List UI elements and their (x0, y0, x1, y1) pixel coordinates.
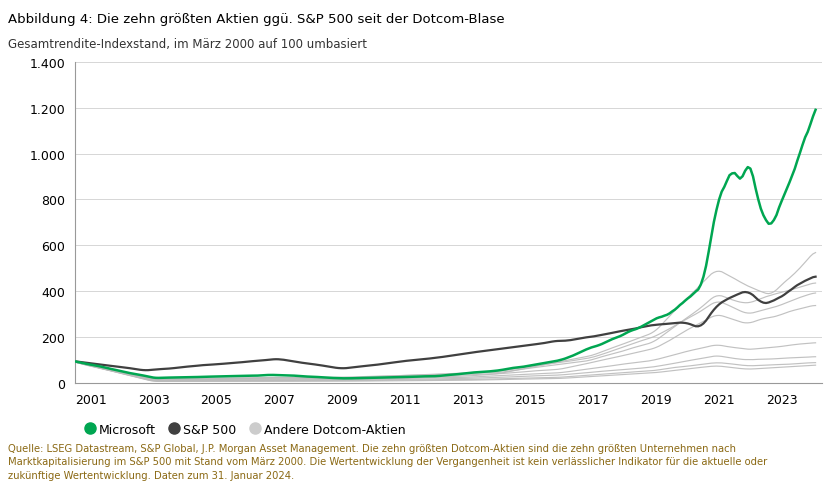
Text: Abbildung 4: Die zehn größten Aktien ggü. S&P 500 seit der Dotcom-Blase: Abbildung 4: Die zehn größten Aktien ggü… (8, 13, 505, 26)
Legend: Microsoft, S&P 500, Andere Dotcom-Aktien: Microsoft, S&P 500, Andere Dotcom-Aktien (81, 418, 411, 441)
Text: Gesamtrendite-Indexstand, im März 2000 auf 100 umbasiert: Gesamtrendite-Indexstand, im März 2000 a… (8, 38, 367, 51)
Text: Quelle: LSEG Datastream, S&P Global, J.P. Morgan Asset Management. Die zehn größ: Quelle: LSEG Datastream, S&P Global, J.P… (8, 443, 767, 480)
